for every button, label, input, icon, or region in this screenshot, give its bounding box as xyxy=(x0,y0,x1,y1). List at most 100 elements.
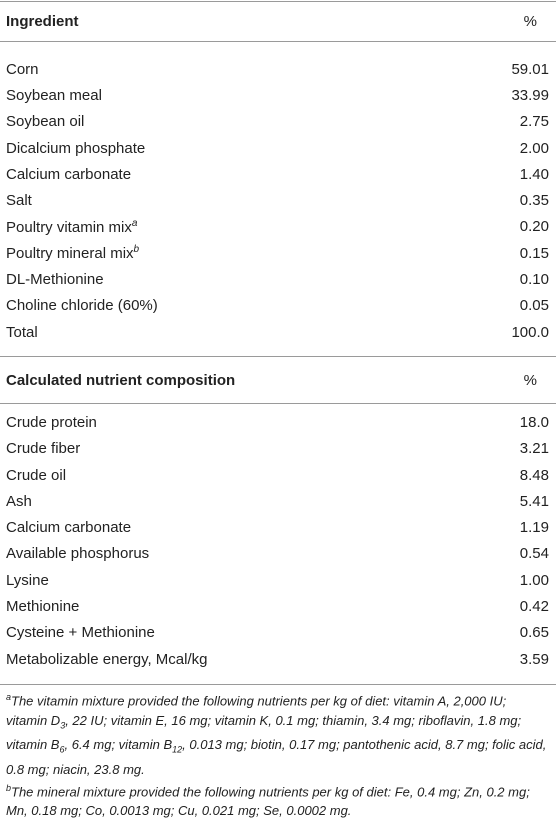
table-row: Salt 0.35 xyxy=(0,187,556,213)
section-header: Calculated nutrient composition% xyxy=(0,357,556,403)
row-label: Soybean oil xyxy=(6,113,85,131)
row-label-cell: Lysine xyxy=(6,572,49,589)
footnote: aThe vitamin mixture provided the follow… xyxy=(0,688,556,779)
header-rule xyxy=(0,41,556,42)
section-rule xyxy=(0,356,556,358)
row-value: 100.0 xyxy=(511,323,549,341)
row-label-cell: Corn xyxy=(6,61,39,78)
row-label: Choline chloride (60%) xyxy=(6,297,158,315)
table-row: Crude fiber 3.21 xyxy=(0,436,556,462)
table-row: Calcium carbonate 1.19 xyxy=(0,514,556,540)
row-label-cell: Total xyxy=(6,324,38,341)
row-label: Methionine xyxy=(6,597,80,615)
row-value: 5.41 xyxy=(519,492,549,510)
row-value: 0.20 xyxy=(519,218,549,236)
footnote: bThe mineral mixture provided the follow… xyxy=(0,779,556,820)
row-label-cell: Crude fiber xyxy=(6,440,80,457)
table-row: Poultry vitamin mixa 0.20 xyxy=(0,214,556,240)
table-row: Soybean oil 2.75 xyxy=(0,109,556,135)
row-label: Total xyxy=(6,323,38,341)
row-label-cell: Dicalcium phosphate xyxy=(6,140,145,157)
row-value: 0.05 xyxy=(519,297,549,315)
footnote-text: The vitamin mixture provided the followi… xyxy=(6,693,507,728)
section-body: Crude protein 18.0 Crude fiber 3.21 Crude oi… xyxy=(0,404,556,684)
row-value: 33.99 xyxy=(511,86,549,104)
row-value: 1.19 xyxy=(519,519,549,537)
row-label: Corn xyxy=(6,60,39,78)
footnote-marker: b xyxy=(6,782,12,793)
row-label-cell: Methionine xyxy=(6,598,79,615)
row-label-cell: Poultry vitamin mixa xyxy=(6,218,137,236)
row-label: Dicalcium phosphate xyxy=(6,139,146,157)
row-value: 8.48 xyxy=(519,466,549,484)
row-label-cell: Available phosphorus xyxy=(6,545,149,562)
row-value: 2.00 xyxy=(519,139,549,157)
section-body: Corn 59.01 Soybean meal 33.99 Soybean oil 2.7… xyxy=(0,42,556,356)
row-value: 0.15 xyxy=(519,244,549,262)
header-label: Ingredient xyxy=(6,13,79,30)
row-value: 0.35 xyxy=(519,192,549,210)
row-value: 1.00 xyxy=(519,571,549,589)
table-row: Corn 59.01 xyxy=(0,56,556,82)
row-label-cell: DL-Methionine xyxy=(6,271,104,288)
table-row: Methionine 0.42 xyxy=(0,593,556,619)
table-row: Cysteine + Methionine 0.65 xyxy=(0,620,556,646)
subscript: 12 xyxy=(172,744,183,755)
subscript: 6 xyxy=(59,744,65,755)
table-row: Available phosphorus 0.54 xyxy=(0,541,556,567)
row-value: 3.59 xyxy=(519,650,549,668)
row-label: Metabolizable energy, Mcal/kg xyxy=(6,650,208,668)
table-row: DL-Methionine 0.10 xyxy=(0,266,556,292)
table-row: Metabolizable energy, Mcal/kg 3.59 xyxy=(0,646,556,672)
top-rule xyxy=(0,1,556,2)
row-label: Lysine xyxy=(6,571,49,589)
header-unit: % xyxy=(523,13,537,30)
footnote-marker: a xyxy=(6,692,12,703)
table-row: Soybean meal 33.99 xyxy=(0,82,556,108)
row-label-cell: Crude protein xyxy=(6,414,97,431)
header-rule xyxy=(0,403,556,405)
row-label: Available phosphorus xyxy=(6,545,150,563)
row-label-cell: Calcium carbonate xyxy=(6,166,131,183)
row-label: Ash xyxy=(6,492,32,510)
row-label-cell: Soybean meal xyxy=(6,87,102,104)
table-row: Ash 5.41 xyxy=(0,488,556,514)
row-label-cell: Calcium carbonate xyxy=(6,519,131,536)
footnote-text: , 22 IU; vitamin E, 16 mg; vitamin K, 0.… xyxy=(6,712,522,753)
footnote-text: , 6.4 mg; vitamin B xyxy=(64,737,173,753)
row-value: 0.10 xyxy=(519,271,549,289)
row-value: 3.21 xyxy=(519,440,549,458)
row-label: Poultry vitamin mix xyxy=(6,218,132,236)
row-label-cell: Soybean oil xyxy=(6,113,84,130)
section-rule xyxy=(0,684,556,686)
footnote-text: The mineral mixture provided the followi… xyxy=(6,784,530,819)
footnotes: aThe vitamin mixture provided the follow… xyxy=(0,685,556,820)
row-label: Cysteine + Methionine xyxy=(6,624,155,642)
table-row: Poultry mineral mixb 0.15 xyxy=(0,240,556,266)
row-label: DL-Methionine xyxy=(6,271,104,289)
row-label-cell: Ash xyxy=(6,493,32,510)
table-row: Calcium carbonate 1.40 xyxy=(0,161,556,187)
row-value: 59.01 xyxy=(511,60,549,78)
row-label: Soybean meal xyxy=(6,86,102,104)
row-label: Salt xyxy=(6,192,32,210)
row-label: Crude protein xyxy=(6,413,97,431)
row-label-cell: Salt xyxy=(6,192,32,209)
row-value: 2.75 xyxy=(519,113,549,131)
subscript: 3 xyxy=(60,720,66,731)
row-label: Poultry mineral mix xyxy=(6,245,134,263)
footnote-text: , 0.013 mg; biotin, 0.17 mg; pantothenic… xyxy=(6,737,547,777)
row-value: 0.65 xyxy=(519,624,549,642)
row-value: 0.42 xyxy=(519,597,549,615)
table-row: Crude oil 8.48 xyxy=(0,462,556,488)
table-row: Crude protein 18.0 xyxy=(0,409,556,435)
row-label: Calcium carbonate xyxy=(6,165,132,183)
row-label: Crude oil xyxy=(6,466,67,484)
table-row: Lysine 1.00 xyxy=(0,567,556,593)
footnote-marker: a xyxy=(131,217,138,229)
table-row: Total 100.0 xyxy=(0,319,556,345)
table-row: Dicalcium phosphate 2.00 xyxy=(0,135,556,161)
row-label: Crude fiber xyxy=(6,440,81,458)
